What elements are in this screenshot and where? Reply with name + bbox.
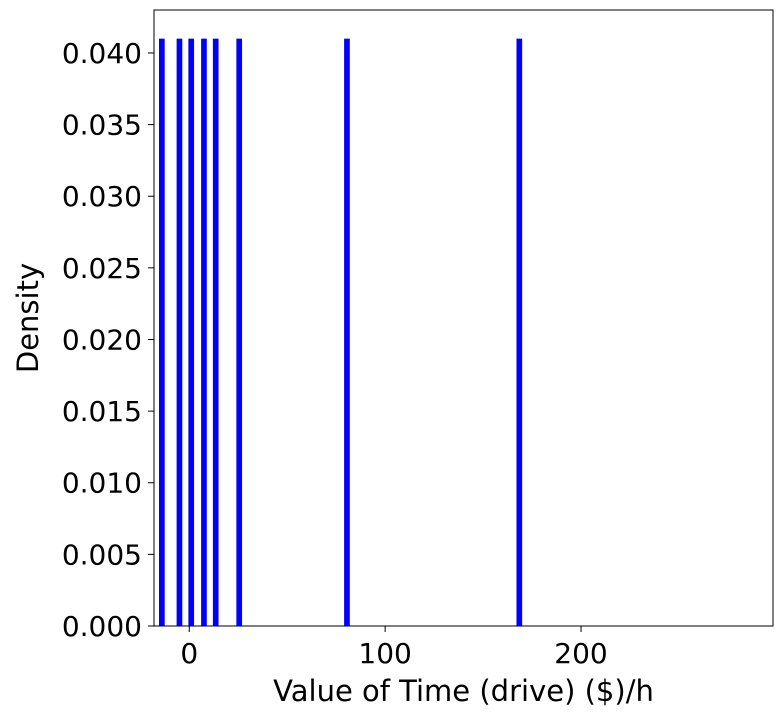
x-tick-label: 0 <box>180 637 198 670</box>
histogram-bar <box>236 38 243 626</box>
y-tick-label: 0.010 <box>62 467 142 500</box>
bars-layer <box>159 38 523 626</box>
y-tick-label: 0.005 <box>62 538 142 571</box>
x-axis-ticks: 0 100 200 <box>180 626 608 670</box>
y-tick-label: 0.000 <box>62 610 142 643</box>
y-tick-label: 0.040 <box>62 37 142 70</box>
y-tick-label: 0.020 <box>62 323 142 356</box>
y-tick-label: 0.025 <box>62 252 142 285</box>
histogram-bar <box>159 38 165 626</box>
histogram-bar <box>212 38 219 626</box>
x-tick-label: 100 <box>358 637 411 670</box>
y-tick-label: 0.035 <box>62 109 142 142</box>
y-axis-ticks: 0.000 0.005 0.010 0.015 0.020 0.025 0.030 0.035… <box>62 37 154 643</box>
y-tick-label: 0.015 <box>62 395 142 428</box>
x-tick-label: 200 <box>554 637 607 670</box>
histogram-bar <box>176 38 183 626</box>
histogram-bar <box>188 38 195 626</box>
y-axis-label: Density <box>11 263 45 373</box>
y-tick-label: 0.030 <box>62 180 142 213</box>
histogram-bar <box>516 38 523 626</box>
histogram-bar <box>201 38 207 626</box>
histogram-bar <box>344 38 350 626</box>
x-axis-label: Value of Time (drive) ($)/h <box>273 674 654 708</box>
plot-frame <box>153 9 774 627</box>
